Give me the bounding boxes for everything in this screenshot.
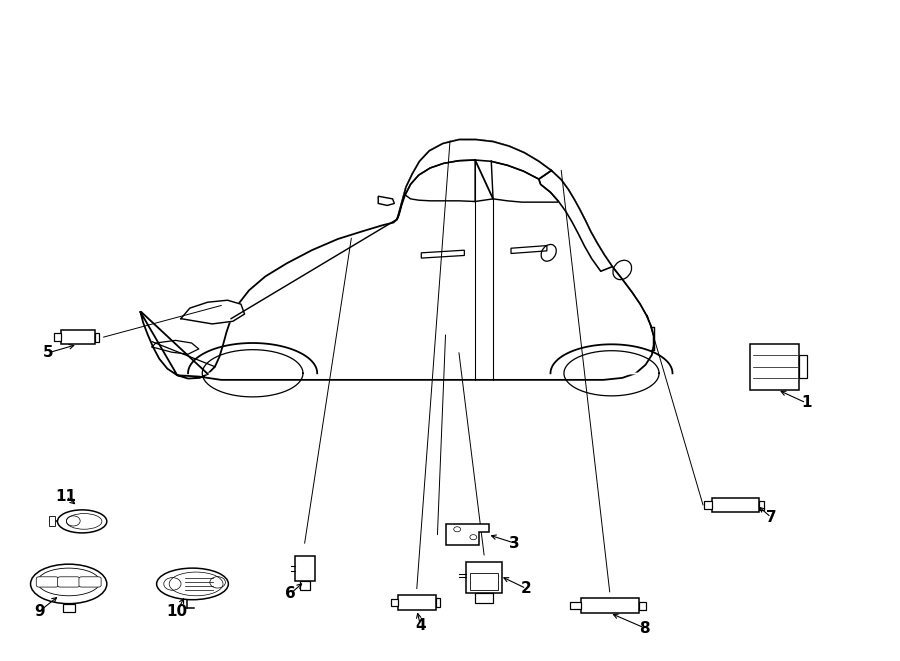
Ellipse shape (58, 510, 107, 533)
Bar (436, 598, 440, 607)
Bar (55, 333, 60, 340)
FancyBboxPatch shape (58, 577, 80, 587)
Polygon shape (397, 139, 552, 219)
Ellipse shape (157, 568, 229, 600)
Bar (49, 516, 55, 526)
Text: 9: 9 (34, 604, 44, 619)
Bar (570, 602, 580, 609)
Text: 3: 3 (509, 535, 520, 551)
FancyBboxPatch shape (398, 595, 436, 609)
FancyBboxPatch shape (712, 498, 759, 512)
Text: 2: 2 (521, 581, 532, 596)
Bar (799, 355, 807, 378)
FancyBboxPatch shape (36, 577, 58, 587)
Bar (475, 593, 493, 603)
Bar (639, 602, 646, 611)
Text: 1: 1 (801, 395, 812, 410)
Polygon shape (405, 160, 475, 202)
Bar (466, 562, 502, 593)
Bar (300, 581, 310, 590)
Bar (63, 603, 75, 612)
Bar (470, 573, 499, 590)
Text: 10: 10 (166, 604, 188, 619)
Bar (750, 344, 799, 390)
Polygon shape (181, 300, 245, 324)
Polygon shape (378, 196, 394, 206)
Bar (392, 599, 398, 606)
Polygon shape (491, 161, 559, 202)
Polygon shape (539, 171, 612, 271)
Bar (759, 501, 764, 510)
Text: 11: 11 (56, 489, 76, 504)
Bar (295, 557, 314, 581)
Text: 7: 7 (766, 510, 777, 525)
Polygon shape (446, 524, 490, 545)
FancyBboxPatch shape (580, 598, 639, 613)
Text: 6: 6 (285, 586, 296, 602)
Polygon shape (140, 139, 653, 380)
Ellipse shape (31, 564, 107, 603)
Text: 5: 5 (42, 346, 53, 360)
Bar (94, 333, 99, 342)
Bar (704, 501, 712, 508)
FancyBboxPatch shape (60, 330, 94, 344)
FancyBboxPatch shape (79, 577, 101, 587)
Text: 8: 8 (639, 621, 650, 635)
Text: 4: 4 (415, 618, 426, 633)
